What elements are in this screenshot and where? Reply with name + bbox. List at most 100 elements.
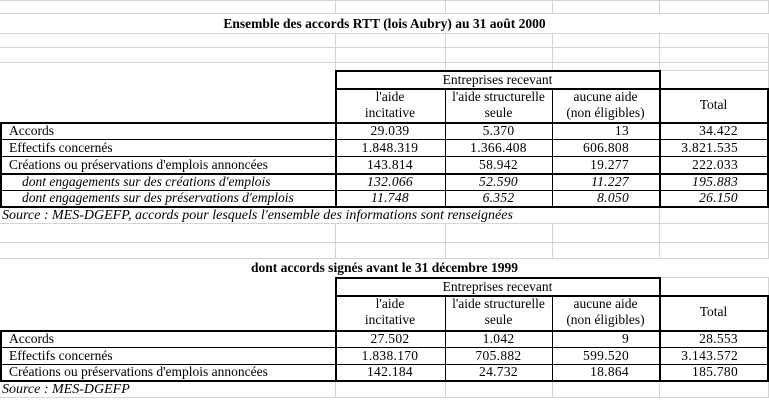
table-cell: 24.732 <box>479 364 518 379</box>
table-border <box>0 139 769 140</box>
grid-line <box>0 223 769 224</box>
table-cell: 3.821.535 <box>681 139 738 155</box>
table-cell: 13 <box>614 122 629 138</box>
table-cell: 185.780 <box>692 364 738 379</box>
table2-header-aide-incitative: l'aide incitative <box>336 296 444 328</box>
table-cell: 28.553 <box>699 330 738 346</box>
grid-line <box>0 13 769 14</box>
table-border <box>0 156 769 157</box>
table-cell: 143.814 <box>367 156 413 172</box>
table-border <box>0 330 769 332</box>
grid-line <box>552 382 553 397</box>
table-cell: 27.502 <box>370 330 410 346</box>
table-border <box>0 347 769 348</box>
table1-header-aide-incitative: l'aide incitative <box>336 89 444 121</box>
header-line: l'aide structurelle <box>452 89 545 104</box>
table-border <box>552 88 553 206</box>
table-border <box>0 122 769 124</box>
table-border <box>0 330 2 382</box>
table-border <box>0 380 769 382</box>
grid-line <box>659 33 660 70</box>
table-cell: 9 <box>621 330 629 346</box>
table-cell: 1.042 <box>482 330 515 346</box>
table1-source-note: Source : MES-DGEFP, accords pour lesquel… <box>2 207 513 223</box>
grid-line <box>552 0 553 13</box>
table-cell: 3.143.572 <box>681 347 738 363</box>
table-border <box>0 364 769 365</box>
grid-line <box>0 62 769 63</box>
grid-line <box>0 0 769 1</box>
header-line: seule <box>484 105 513 120</box>
grid-line <box>0 397 769 398</box>
header-line: aucune aide <box>573 296 638 311</box>
table-cell: 8.050 <box>597 190 629 205</box>
table-cell: 195.883 <box>692 173 738 189</box>
grid-line <box>445 223 446 258</box>
grid-line <box>445 382 446 397</box>
table2-group-header: Entreprises recevant <box>442 278 553 294</box>
grid-line <box>335 382 336 397</box>
grid-line <box>552 33 553 70</box>
table-border <box>335 70 661 72</box>
grid-line <box>659 277 769 278</box>
grid-line <box>335 223 336 258</box>
table1-group-header: Entreprises recevant <box>442 71 553 87</box>
table-row-label: Créations ou préservations d'emplois ann… <box>9 156 268 172</box>
table-cell: 705.882 <box>475 347 522 363</box>
table-row-label: Effectifs concernés <box>9 347 113 363</box>
table-border <box>445 295 446 380</box>
table1-header-aucune-aide: aucune aide (non éligibles) <box>553 89 658 121</box>
grid-line <box>445 33 446 70</box>
grid-line <box>0 33 769 34</box>
table-border <box>0 122 2 208</box>
table-border <box>0 173 769 175</box>
table-border <box>335 277 337 382</box>
table-border <box>335 277 661 279</box>
grid-line <box>0 242 769 243</box>
table-row-label: dont engagements sur des créations d'emp… <box>22 173 271 189</box>
header-line: (non éligibles) <box>566 312 645 327</box>
table-row-label: Accords <box>9 122 54 138</box>
header-line: seule <box>484 312 513 327</box>
table-border <box>767 295 769 382</box>
table-cell: 11.227 <box>591 173 629 189</box>
grid-line <box>445 0 446 13</box>
table-cell: 606.808 <box>583 139 629 155</box>
table-row-label: dont engagements sur des préservations d… <box>22 190 294 205</box>
table-row-label: Créations ou préservations d'emplois ann… <box>9 364 268 379</box>
grid-line <box>335 33 336 70</box>
table-row-label: Accords <box>9 330 54 346</box>
table-cell: 52.590 <box>479 173 518 189</box>
table-cell: 1.838.170 <box>361 347 419 363</box>
table-border <box>552 295 553 380</box>
table-cell: 26.150 <box>699 190 738 205</box>
table-border <box>0 190 769 191</box>
table-cell: 11.748 <box>371 190 409 205</box>
table-border <box>0 206 769 208</box>
table2-header-total: Total <box>699 304 728 319</box>
table-cell: 19.277 <box>590 156 629 172</box>
header-line: l'aide <box>375 89 405 104</box>
table-cell: 58.942 <box>479 156 518 172</box>
header-line: incitative <box>364 312 416 327</box>
header-line: l'aide structurelle <box>452 296 545 311</box>
table-cell: 34.422 <box>699 122 738 138</box>
header-line: (non éligibles) <box>566 105 645 120</box>
table2-source-note: Source : MES-DGEFP <box>2 381 130 397</box>
header-line: incitative <box>364 105 416 120</box>
table-cell: 132.066 <box>367 173 413 189</box>
grid-line <box>659 223 660 258</box>
grid-line <box>659 382 660 397</box>
table1-header-aide-structurelle: l'aide structurelle seule <box>446 89 551 121</box>
table-cell: 6.352 <box>482 190 515 205</box>
grid-line <box>659 207 660 223</box>
table-border <box>445 88 446 206</box>
header-line: aucune aide <box>573 89 638 104</box>
grid-line <box>0 47 769 48</box>
table-border <box>767 88 769 208</box>
table-row-label: Effectifs concernés <box>9 139 113 155</box>
table2-header-aide-structurelle: l'aide structurelle seule <box>446 296 551 328</box>
grid-line <box>335 0 336 13</box>
table-cell: 599.520 <box>583 347 629 363</box>
